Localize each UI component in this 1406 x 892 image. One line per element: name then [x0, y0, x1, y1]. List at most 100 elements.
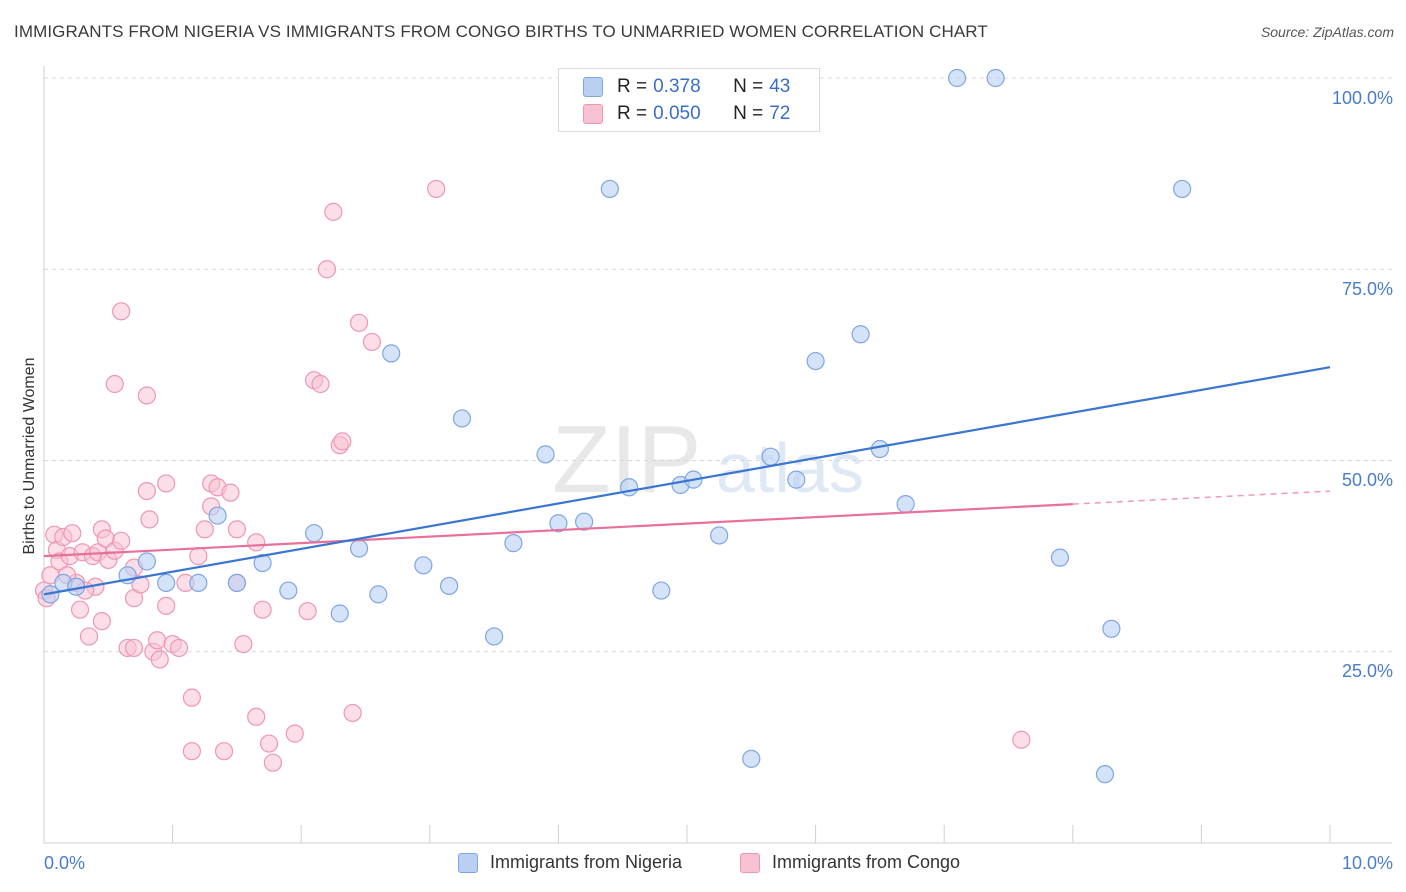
nigeria-point-19	[485, 627, 504, 646]
nigeria-point-41	[1095, 765, 1115, 784]
nigeria-point-33	[806, 351, 825, 371]
nigeria-point-40	[1102, 619, 1121, 638]
nigeria-point-36	[896, 495, 915, 514]
gridlines	[44, 77, 1392, 653]
trend-lines	[43, 366, 1331, 596]
congo-point-38	[189, 547, 208, 566]
x-tick-label-min: 0.0%	[44, 853, 85, 873]
congo-trend-line	[43, 503, 1073, 558]
n-value: 72	[769, 103, 791, 124]
congo-point-15	[92, 612, 111, 631]
congo-point-60	[333, 432, 352, 451]
correlation-legend: R = 0.378 N = 43 R = 0.050 N = 72	[558, 68, 820, 132]
congo-points	[34, 179, 1031, 772]
bottom-legend-congo: Immigrants from Congo	[740, 852, 960, 873]
x-tick-label-max: 10.0%	[1342, 853, 1393, 873]
nigeria-point-38	[986, 68, 1005, 88]
nigeria-point-13	[349, 539, 369, 558]
congo-point-48	[247, 533, 266, 552]
congo-point-29	[148, 631, 167, 650]
nigeria-point-11	[304, 524, 324, 543]
y-tick-label-100: 100.0%	[1332, 88, 1393, 108]
congo-point-64	[105, 374, 124, 394]
axes	[43, 66, 1392, 844]
nigeria-point-31	[761, 447, 780, 466]
legend-label-nigeria: Immigrants from Nigeria	[490, 852, 683, 872]
congo-point-44	[221, 483, 240, 502]
congo-point-39	[195, 520, 214, 539]
chart-title: IMMIGRANTS FROM NIGERIA VS IMMIGRANTS FR…	[14, 22, 988, 41]
r-value: 0.050	[653, 103, 701, 124]
congo-point-46	[227, 520, 246, 539]
nigeria-point-25	[620, 478, 639, 497]
nigeria-point-42	[1173, 179, 1192, 199]
congo-point-22	[124, 638, 144, 658]
nigeria-point-0	[41, 585, 60, 604]
nigeria-point-14	[369, 585, 388, 604]
congo-point-31	[157, 596, 176, 615]
legend-row-nigeria: R = 0.378 N = 43	[583, 74, 790, 100]
nigeria-point-26	[652, 581, 671, 600]
congo-point-52	[263, 753, 283, 772]
nigeria-point-23	[575, 512, 594, 531]
y-tick-label-25: 25.0%	[1342, 661, 1393, 681]
nigeria-point-4	[137, 552, 156, 571]
r-label: R =	[617, 103, 648, 124]
nigeria-swatch	[583, 77, 603, 97]
bottom-legend-nigeria: Immigrants from Nigeria	[458, 852, 682, 873]
nigeria-point-5	[157, 573, 176, 593]
watermark-zip: ZIP	[552, 406, 701, 513]
nigeria-point-22	[549, 514, 568, 533]
y-axis-label: Births to Unmarried Women	[21, 357, 38, 554]
nigeria-point-21	[536, 445, 555, 464]
nigeria-point-18	[452, 409, 472, 428]
congo-point-58	[324, 202, 343, 221]
congo-point-49	[247, 707, 266, 726]
legend-label-congo: Immigrants from Congo	[772, 852, 961, 872]
nigeria-point-39	[1050, 548, 1070, 567]
r-value: 0.378	[653, 76, 701, 97]
congo-point-65	[112, 302, 131, 321]
congo-point-9	[70, 600, 90, 619]
nigeria-point-35	[870, 439, 890, 459]
congo-point-25	[131, 575, 150, 594]
y-tick-label-75: 75.0%	[1342, 279, 1393, 299]
congo-point-63	[362, 332, 382, 352]
congo-point-47	[234, 634, 253, 654]
nigeria-point-34	[851, 325, 870, 344]
congo-swatch	[740, 852, 760, 873]
nigeria-point-10	[279, 581, 298, 600]
nigeria-point-6	[189, 573, 208, 593]
congo-trend-extension	[1072, 490, 1331, 505]
congo-point-57	[317, 260, 337, 279]
nigeria-point-29	[710, 526, 729, 545]
nigeria-point-8	[227, 573, 246, 593]
nigeria-point-37	[947, 68, 967, 88]
legend-row-congo: R = 0.050 N = 72	[583, 101, 790, 127]
nigeria-point-17	[439, 576, 459, 596]
congo-point-37	[182, 742, 201, 761]
nigeria-point-7	[208, 506, 227, 525]
nigeria-point-30	[742, 749, 761, 768]
y-tick-label-50: 50.0%	[1342, 470, 1393, 490]
congo-swatch	[583, 104, 603, 124]
congo-point-30	[150, 650, 169, 669]
congo-point-53	[285, 724, 304, 743]
congo-point-62	[349, 313, 369, 332]
congo-point-68	[1012, 730, 1031, 749]
nigeria-point-20	[504, 534, 523, 553]
congo-point-50	[253, 600, 272, 619]
source-label: Source: ZipAtlas.com	[1260, 24, 1394, 40]
congo-point-61	[343, 703, 362, 723]
congo-point-27	[140, 510, 159, 529]
congo-point-43	[214, 742, 234, 761]
nigeria-point-9	[253, 553, 272, 573]
n-label: N =	[733, 76, 764, 97]
r-label: R =	[617, 76, 648, 97]
nigeria-swatch	[458, 852, 478, 873]
nigeria-point-32	[787, 470, 806, 489]
congo-point-51	[259, 734, 279, 753]
watermark-atlas: atlas	[716, 429, 864, 507]
congo-point-54	[298, 602, 317, 621]
